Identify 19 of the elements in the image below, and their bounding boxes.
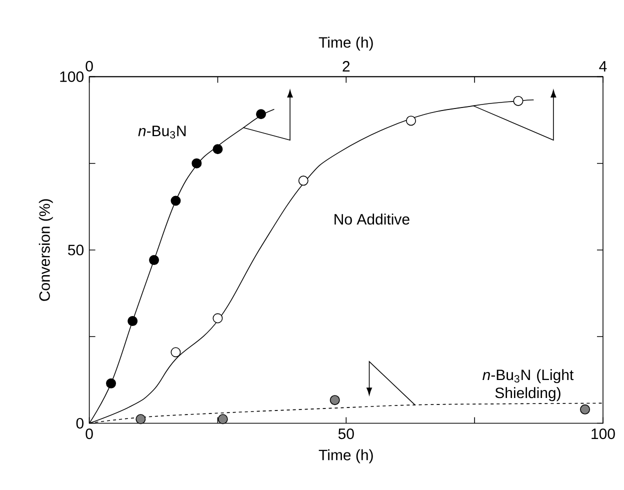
x2-tick-label: 4 (599, 61, 607, 72)
text: No Additive (334, 214, 410, 225)
x-axis-title: Time (h) (318, 449, 373, 464)
point (330, 395, 340, 406)
x-tick-label: 0 (86, 428, 93, 440)
y-axis-title: Conversion (%) (38, 199, 53, 301)
x2-tick-label: 0 (86, 60, 93, 72)
series-label: n-Bu$_{3}$N (Light Shielding) (482, 369, 574, 402)
series-label: n-Bu$_{3}$N (138, 126, 186, 139)
x2-axis-title: Time (h) (318, 36, 373, 51)
point (218, 414, 228, 424)
x-tick-label: 100 (592, 428, 615, 440)
x-tick-label: 50 (338, 428, 354, 440)
x2-tick-label: 2 (342, 61, 350, 72)
y-tick-label: 0 (76, 418, 84, 429)
y-tick-label: 50 (68, 244, 84, 256)
point (580, 404, 590, 414)
y-tick-label: 100 (60, 71, 84, 82)
point (136, 414, 146, 424)
